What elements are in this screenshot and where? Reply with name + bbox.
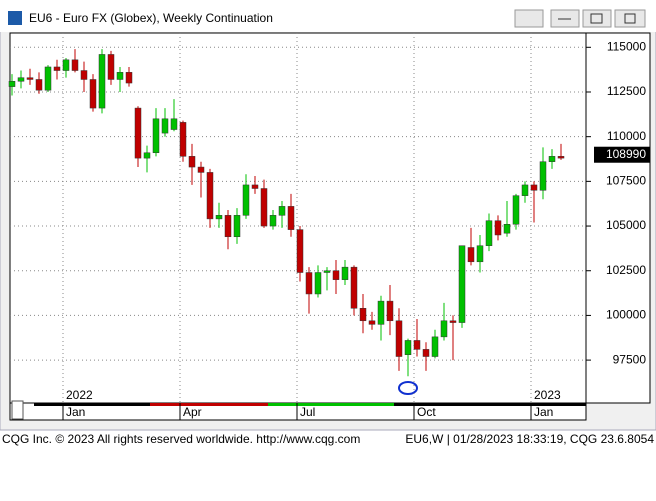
candle-body xyxy=(224,215,232,238)
y-tick-label: 107500 xyxy=(606,174,646,188)
candle-body xyxy=(296,229,304,273)
candle-body xyxy=(269,215,277,227)
candle-body xyxy=(125,72,133,84)
title-bar xyxy=(0,0,656,32)
candle-body xyxy=(53,66,61,71)
candle-body xyxy=(395,320,403,357)
candle-body xyxy=(107,54,115,80)
year-label: 2022 xyxy=(66,388,93,402)
candle-body xyxy=(161,118,169,134)
candle-body xyxy=(26,77,34,80)
y-tick-label: 100000 xyxy=(606,308,646,322)
candle-body xyxy=(350,266,358,309)
close-button[interactable] xyxy=(614,9,646,28)
candle-body xyxy=(206,172,214,220)
candle-body xyxy=(341,266,349,280)
candle-body xyxy=(62,59,70,71)
candle-body xyxy=(8,81,16,87)
session-bar xyxy=(150,403,268,406)
candle-body xyxy=(305,272,313,295)
footer-left: CQG Inc. © 2023 All rights reserved worl… xyxy=(2,432,360,446)
session-bar xyxy=(34,403,150,406)
candle-body xyxy=(323,270,331,273)
candle-body xyxy=(17,77,25,82)
candle-body xyxy=(134,107,142,159)
price-axis xyxy=(585,32,651,404)
candle-body xyxy=(179,122,187,157)
y-tick-label: 115000 xyxy=(607,39,646,53)
candle-body xyxy=(413,340,421,350)
candle-body xyxy=(44,66,52,91)
candle-body xyxy=(71,59,79,71)
candle-body xyxy=(377,300,385,325)
candle-body xyxy=(80,70,88,80)
footer-right: EU6,W | 01/28/2023 18:33:19, CQG 23.6.80… xyxy=(405,432,654,446)
candle-body xyxy=(332,270,340,280)
candle-body xyxy=(170,118,178,130)
y-tick-label: 110000 xyxy=(607,129,646,143)
x-tick-label: Jul xyxy=(300,405,315,419)
candle-body xyxy=(440,320,448,338)
candle-body xyxy=(521,184,529,196)
candle-body xyxy=(368,320,376,325)
candle-body xyxy=(215,215,223,220)
session-bar xyxy=(268,403,394,406)
candle-body xyxy=(512,195,520,225)
candle-body xyxy=(539,161,547,191)
candle-body xyxy=(98,54,106,109)
candle-body xyxy=(35,79,43,91)
candle-body xyxy=(260,188,268,227)
y-tick-label: 105000 xyxy=(606,218,646,232)
candle-body xyxy=(485,220,493,246)
candle-body xyxy=(116,72,124,80)
plot-area xyxy=(9,32,587,404)
candle-body xyxy=(476,245,484,263)
y-tick-label: 102500 xyxy=(606,263,646,277)
candle-body xyxy=(467,247,475,263)
candle-body xyxy=(314,272,322,295)
year-label: 2023 xyxy=(534,388,561,402)
y-tick-label: 112500 xyxy=(607,84,646,98)
candle-body xyxy=(287,206,295,230)
candle-body xyxy=(89,79,97,109)
candle-body xyxy=(197,166,205,173)
candle-body xyxy=(404,340,412,355)
x-tick-label: Jan xyxy=(66,405,85,419)
restore-glyph xyxy=(590,13,603,24)
restore-button[interactable] xyxy=(582,9,612,28)
x-tick-label: Oct xyxy=(417,405,436,419)
window-title: EU6 - Euro FX (Globex), Weekly Continuat… xyxy=(29,11,273,25)
candle-body xyxy=(458,245,466,323)
candle-body xyxy=(386,300,394,322)
candle-body xyxy=(422,349,430,357)
scroll-handle[interactable] xyxy=(11,400,24,420)
candle-body xyxy=(143,152,151,159)
candle-body xyxy=(242,184,250,216)
last-price-label: 108990 xyxy=(606,147,646,161)
session-bar xyxy=(394,403,586,406)
link-button[interactable] xyxy=(514,9,544,28)
candle-body xyxy=(557,156,565,159)
candle-body xyxy=(449,320,457,323)
y-tick-label: 97500 xyxy=(613,352,647,366)
candle-body xyxy=(188,156,196,168)
candle-body xyxy=(251,184,259,189)
last-price-box xyxy=(594,146,650,163)
candle-body xyxy=(494,220,502,236)
candle-body xyxy=(359,308,367,322)
candle-body xyxy=(233,215,241,238)
candle-body xyxy=(278,206,286,216)
candle-body xyxy=(503,224,511,234)
x-tick-label: Jan xyxy=(534,405,553,419)
candle-body xyxy=(431,336,439,357)
candle-body xyxy=(530,184,538,191)
highlight-circle xyxy=(398,381,418,395)
x-tick-label: Apr xyxy=(183,405,202,419)
close-glyph xyxy=(624,13,636,24)
candle-body xyxy=(152,118,160,154)
candle-body xyxy=(548,156,556,162)
app-icon xyxy=(8,11,22,25)
